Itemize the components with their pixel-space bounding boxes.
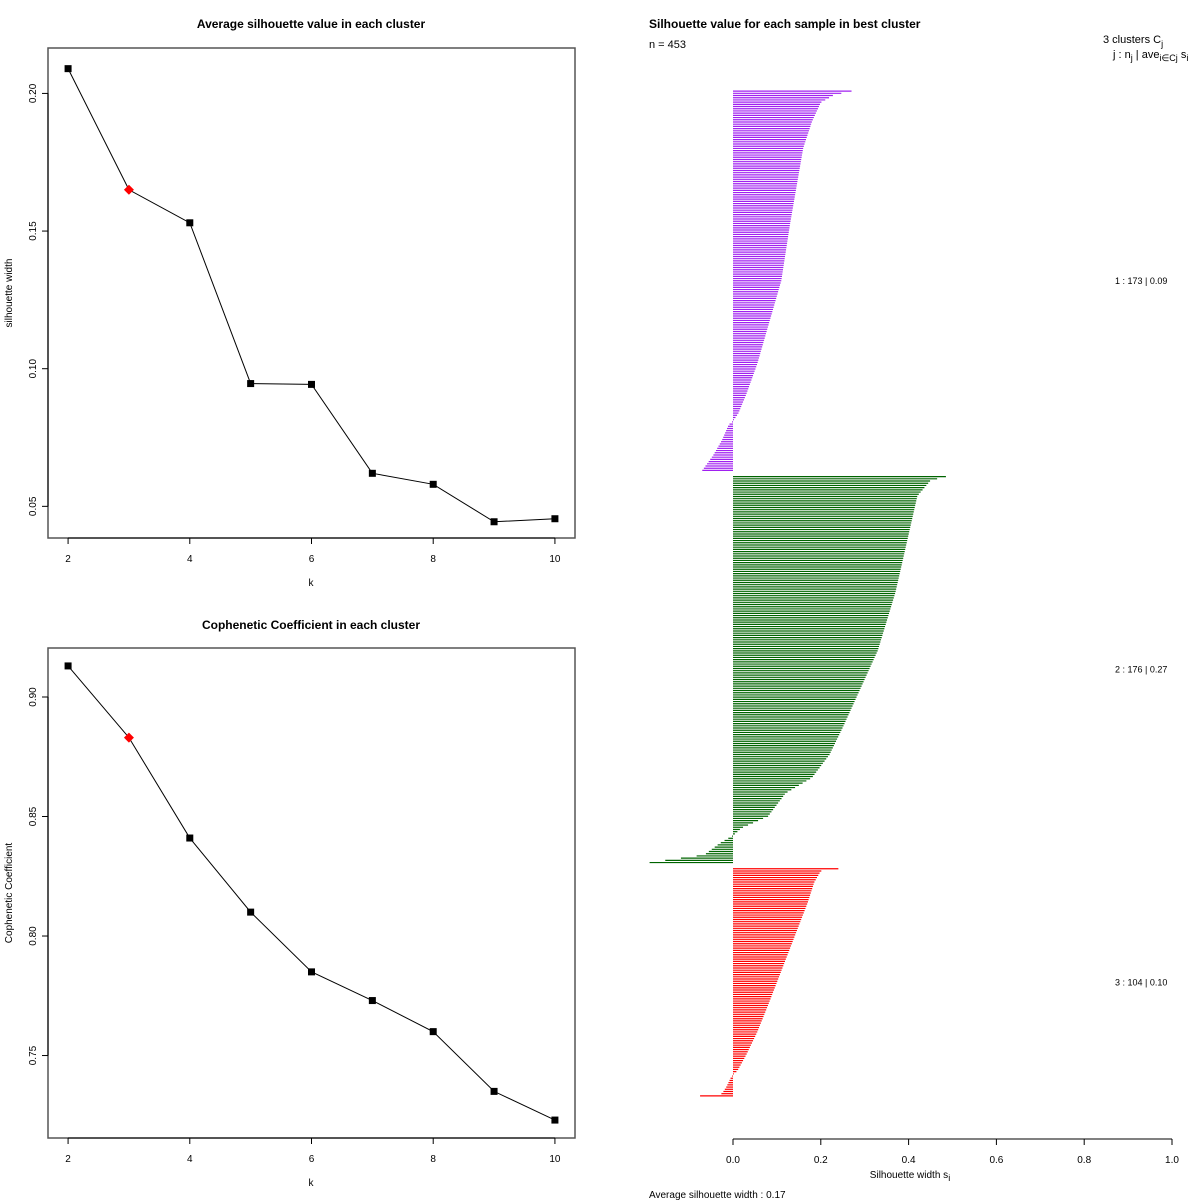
highlight-point — [123, 184, 134, 195]
y-tick-label: 0.90 — [28, 687, 39, 707]
cluster-2-label: 2 : 176 | 0.27 — [1115, 665, 1167, 675]
data-point — [64, 65, 72, 73]
y-tick-label: 0.85 — [28, 806, 39, 826]
x-tick-label: 8 — [430, 1154, 436, 1165]
y-tick-label: 0.20 — [28, 83, 39, 103]
chart-title: Silhouette value for each sample in best… — [649, 17, 921, 31]
data-point — [64, 662, 72, 670]
data-point — [368, 997, 376, 1005]
series — [64, 65, 559, 526]
legend-header-2-sub2: i∈Cj — [1159, 53, 1177, 63]
data-point — [429, 1028, 437, 1036]
data-point — [308, 380, 315, 388]
x-tick-label: 4 — [187, 554, 193, 565]
y-axis: 0.05 0.10 0.15 0.20 — [28, 83, 49, 516]
y-tick-label: 0.75 — [28, 1045, 39, 1065]
cluster-3-label: 3 : 104 | 0.10 — [1115, 977, 1167, 987]
x-tick-label: 2 — [65, 554, 71, 565]
plot-frame — [47, 647, 576, 1139]
x-axis-label: Silhouette width si — [870, 1170, 950, 1183]
legend-header-2-end: s — [1178, 49, 1187, 61]
legend-header-1-sub: j — [1160, 39, 1163, 49]
silhouette-bars — [649, 90, 946, 1097]
x-tick-label: 0.0 — [726, 1155, 740, 1166]
legend-header-2: j : nj | avei∈Cj si — [1112, 49, 1188, 63]
x-axis-label: k — [309, 578, 315, 589]
data-point — [490, 518, 498, 526]
x-axis-label-text: Silhouette width s — [870, 1170, 948, 1181]
x-tick-label: 1.0 — [1165, 1155, 1179, 1166]
y-tick-label: 0.10 — [28, 359, 39, 379]
data-point — [186, 219, 194, 227]
x-tick-label: 0.8 — [1077, 1155, 1091, 1166]
x-tick-label: 6 — [309, 1154, 315, 1165]
average-silhouette-label: Average silhouette width : 0.17 — [649, 1190, 786, 1200]
y-axis-label: silhouette width — [4, 259, 15, 328]
x-axis: 2 4 6 8 10 — [65, 537, 561, 565]
y-tick-label: 0.15 — [28, 221, 39, 241]
x-tick-label: 0.2 — [814, 1155, 828, 1166]
n-label: n = 453 — [649, 39, 686, 51]
x-tick-label: 2 — [65, 1154, 71, 1165]
series-line — [67, 68, 555, 523]
x-axis: 0.0 0.2 0.4 0.6 0.8 1.0 — [726, 1138, 1179, 1166]
data-point — [551, 515, 559, 523]
silhouette-avg-chart: Average silhouette value in each cluster… — [4, 17, 576, 589]
cluster-1-label: 1 : 173 | 0.09 — [1115, 276, 1167, 286]
x-axis: 2 4 6 8 10 — [65, 1137, 561, 1165]
x-axis-label: k — [309, 1178, 315, 1189]
chart-title: Average silhouette value in each cluster — [197, 17, 426, 31]
series — [64, 662, 559, 1124]
y-axis: 0.75 0.80 0.85 0.90 — [28, 687, 49, 1065]
silhouette-samples-chart: Silhouette value for each sample in best… — [649, 17, 1188, 1200]
chart-title: Cophenetic Coefficient in each cluster — [202, 618, 420, 632]
x-tick-label: 0.6 — [989, 1155, 1003, 1166]
legend-header-2-sub: j — [1130, 53, 1133, 63]
data-point — [429, 480, 437, 488]
x-tick-label: 0.4 — [902, 1155, 916, 1166]
legend-header-1: 3 clusters Cj — [1103, 34, 1163, 49]
x-tick-label: 6 — [309, 554, 315, 565]
y-tick-label: 0.80 — [28, 926, 39, 946]
x-tick-label: 10 — [549, 554, 561, 565]
highlight-point — [123, 732, 134, 743]
data-point — [186, 834, 194, 842]
plot-frame — [47, 47, 576, 539]
x-axis-label-sub: i — [948, 1173, 950, 1183]
x-tick-label: 10 — [549, 1154, 561, 1165]
legend-header-2-text: j : n — [1112, 49, 1131, 61]
legend-header-2-rest: | ave — [1133, 49, 1160, 61]
legend-header-1-text: 3 clusters C — [1103, 34, 1161, 46]
data-point — [247, 908, 255, 916]
cluster-labels: 1 : 173 | 0.09 2 : 176 | 0.27 3 : 104 | 0.… — [1115, 276, 1167, 988]
series-line — [67, 665, 556, 1121]
y-tick-label: 0.05 — [28, 496, 39, 516]
x-tick-label: 8 — [430, 554, 436, 565]
data-point — [490, 1087, 498, 1095]
y-axis-label: Cophenetic Coefficient — [4, 843, 15, 944]
data-point — [308, 968, 315, 976]
data-point — [551, 1116, 559, 1124]
cophenetic-chart: Cophenetic Coefficient in each cluster 0… — [4, 618, 576, 1189]
x-tick-label: 4 — [187, 1154, 193, 1165]
legend-header-2-sub3: i — [1186, 53, 1188, 63]
data-point — [247, 380, 255, 388]
data-point — [368, 469, 376, 477]
